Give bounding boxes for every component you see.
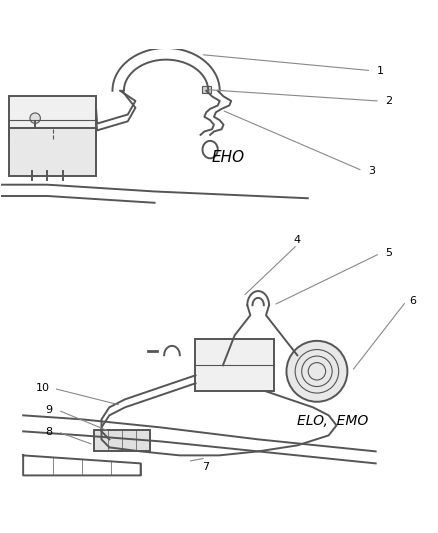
Text: ELO,  EMO: ELO, EMO: [297, 414, 369, 429]
Text: 9: 9: [46, 405, 53, 415]
Bar: [9, 96, 96, 140]
Bar: [94, 430, 150, 451]
Bar: [202, 86, 211, 93]
Text: EHO: EHO: [212, 150, 245, 165]
Circle shape: [30, 113, 40, 124]
Text: 6: 6: [409, 296, 416, 306]
Text: 1: 1: [377, 66, 384, 76]
Text: 8: 8: [46, 427, 53, 437]
Text: 4: 4: [294, 236, 301, 245]
Text: 10: 10: [36, 383, 50, 393]
Circle shape: [286, 341, 347, 402]
Bar: [195, 339, 274, 391]
Text: 5: 5: [385, 248, 392, 259]
Text: 7: 7: [202, 462, 209, 472]
Text: 2: 2: [385, 96, 392, 106]
Bar: [9, 128, 96, 176]
Text: 3: 3: [368, 166, 375, 176]
